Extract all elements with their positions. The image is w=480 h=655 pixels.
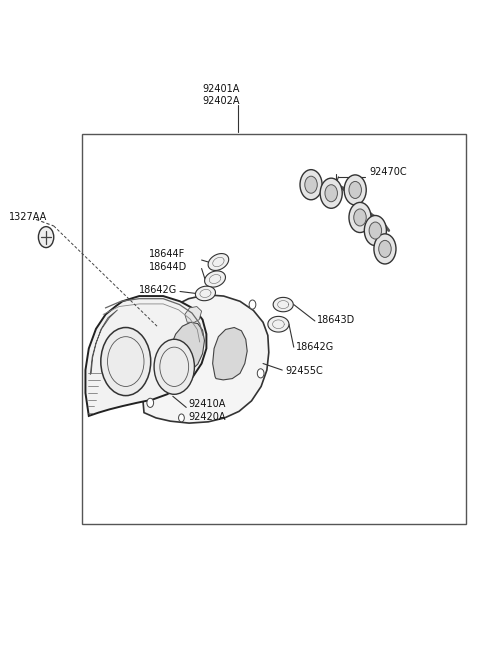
Text: 18643D: 18643D <box>317 314 355 325</box>
Text: 1327AA: 1327AA <box>9 212 47 223</box>
Polygon shape <box>85 296 206 416</box>
Circle shape <box>300 170 322 200</box>
Polygon shape <box>195 286 216 301</box>
Text: 18642G: 18642G <box>296 342 335 352</box>
Circle shape <box>349 181 361 198</box>
Text: 92455C: 92455C <box>285 366 323 377</box>
Circle shape <box>305 176 317 193</box>
Circle shape <box>257 369 264 378</box>
Text: 92470C: 92470C <box>370 166 407 177</box>
Circle shape <box>364 215 386 246</box>
Circle shape <box>379 240 391 257</box>
Circle shape <box>344 175 366 205</box>
Text: 92410A
92420A: 92410A 92420A <box>188 400 226 422</box>
Bar <box>82 134 466 524</box>
Polygon shape <box>90 310 118 375</box>
Circle shape <box>38 227 54 248</box>
Polygon shape <box>213 328 247 380</box>
Circle shape <box>349 202 371 233</box>
Polygon shape <box>169 322 204 375</box>
Polygon shape <box>204 271 226 287</box>
Circle shape <box>325 185 337 202</box>
Polygon shape <box>273 297 293 312</box>
Polygon shape <box>143 295 269 423</box>
Circle shape <box>320 178 342 208</box>
Circle shape <box>154 339 194 394</box>
Circle shape <box>101 328 151 396</box>
Circle shape <box>354 209 366 226</box>
Polygon shape <box>208 253 228 271</box>
Text: 92401A
92402A: 92401A 92402A <box>202 84 240 106</box>
Text: 18642G: 18642G <box>139 284 178 295</box>
Circle shape <box>369 222 382 239</box>
Polygon shape <box>268 316 289 332</box>
Circle shape <box>147 398 154 407</box>
Circle shape <box>179 414 184 422</box>
Polygon shape <box>185 307 202 322</box>
Text: 18644F
18644D: 18644F 18644D <box>149 250 187 272</box>
Circle shape <box>249 300 256 309</box>
Circle shape <box>374 234 396 264</box>
